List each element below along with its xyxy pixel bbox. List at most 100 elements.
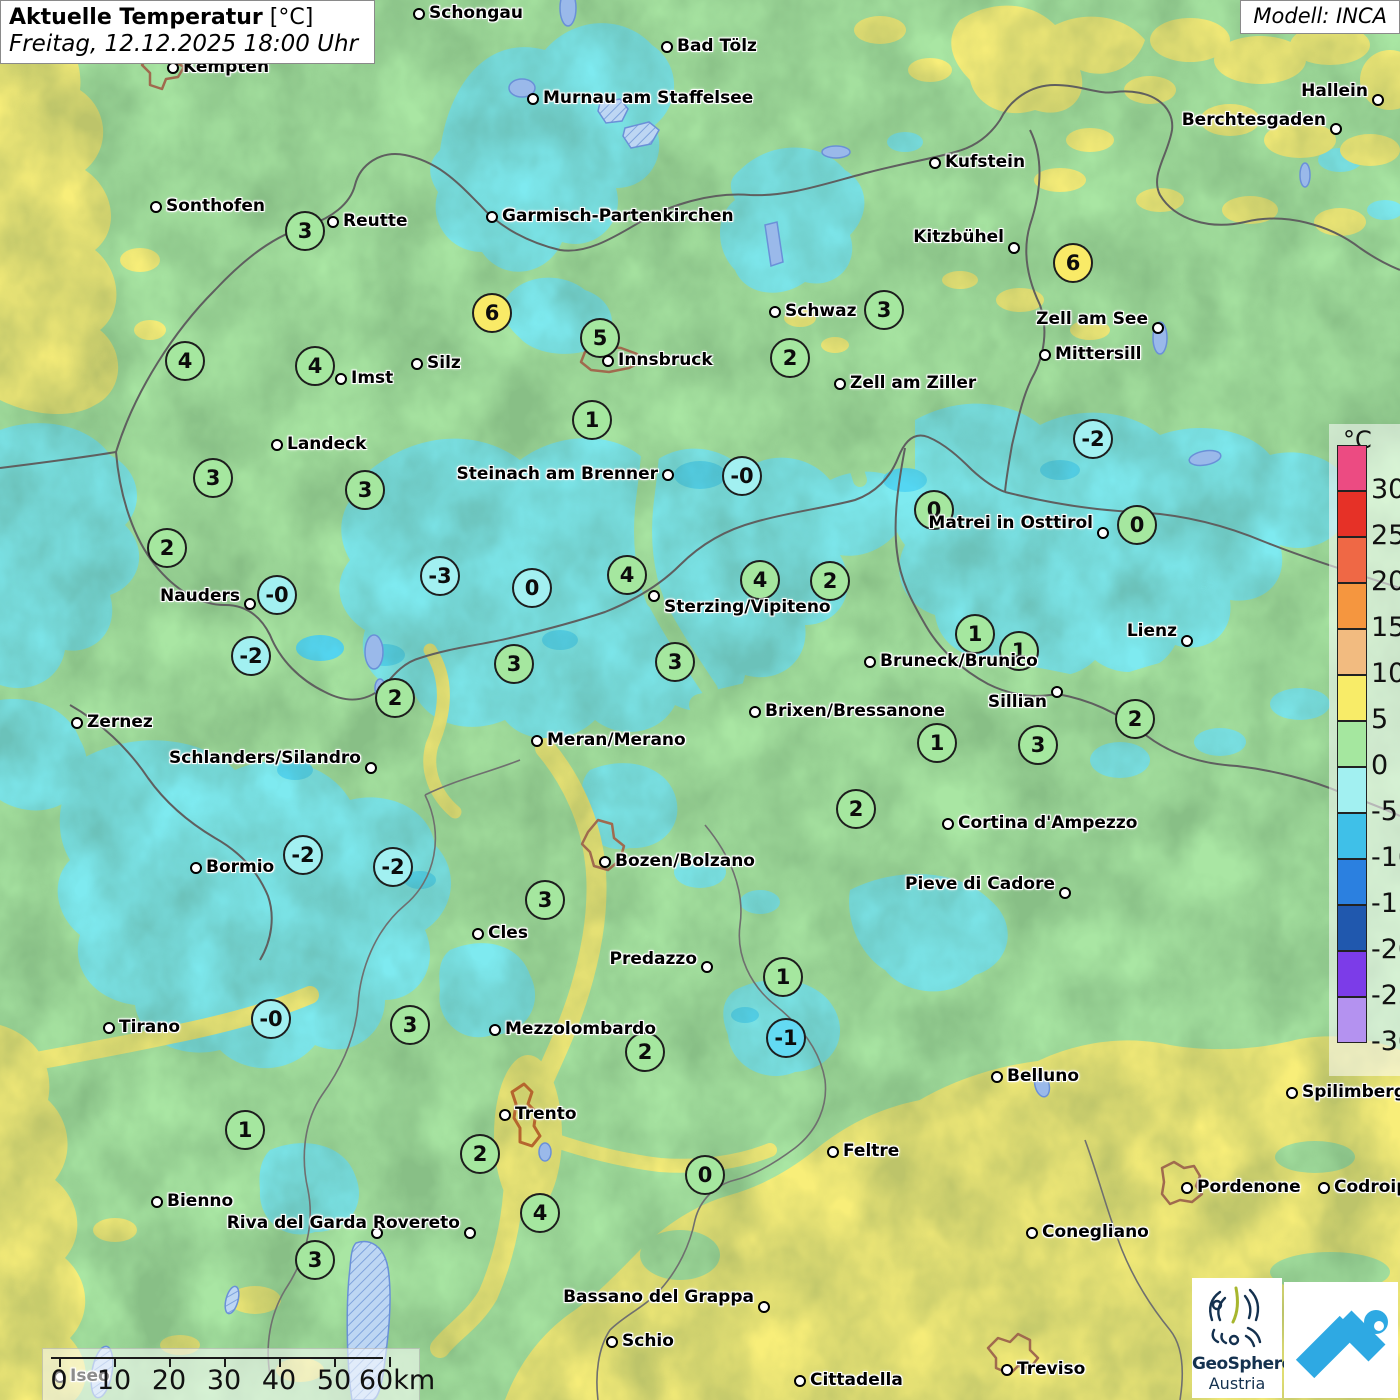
- legend-color-block: [1337, 537, 1367, 583]
- city-label: Spilimbergo: [1302, 1082, 1400, 1102]
- temp-station-circle: 3: [295, 1240, 335, 1280]
- city-marker-dot: [1372, 94, 1384, 106]
- model-label: Modell: INCA: [1253, 4, 1387, 28]
- city-marker-dot: [244, 598, 256, 610]
- legend-color-block: [1337, 951, 1367, 997]
- city-label: Zell am See: [1036, 309, 1148, 329]
- city-marker-dot: [271, 439, 283, 451]
- city-label: Zell am Ziller: [850, 373, 977, 393]
- page-title: Aktuelle Temperatur [°C]: [9, 5, 314, 30]
- temp-station-circle: 3: [285, 211, 325, 251]
- scale-tick: [279, 1357, 281, 1367]
- city-label: Pieve di Cadore: [905, 874, 1055, 894]
- city-label: Schlanders/Silandro: [169, 748, 361, 768]
- city-marker-dot: [489, 1024, 501, 1036]
- city-label: Steinach am Brenner: [456, 464, 659, 484]
- legend-tick-label: 30: [1371, 474, 1400, 505]
- city-marker-dot: [327, 216, 339, 228]
- city-label: Bruneck/Brunico: [880, 651, 1038, 671]
- scale-label: 40: [261, 1365, 297, 1396]
- temp-station-circle: 2: [147, 528, 187, 568]
- city-marker-dot: [103, 1022, 115, 1034]
- legend-color-block: [1337, 813, 1367, 859]
- temp-station-circle: 1: [917, 723, 957, 763]
- temp-station-circle: -0: [251, 999, 291, 1039]
- city-label: Pordenone: [1197, 1177, 1301, 1197]
- legend-color-block: [1337, 675, 1367, 721]
- city-marker-dot: [411, 358, 423, 370]
- geosphere-logo-icon: [1209, 1286, 1262, 1348]
- scale-bar: 0 10 20 30 40 50 60km: [42, 1348, 435, 1400]
- temp-station-circle: 1: [225, 1110, 265, 1150]
- city-marker-dot: [151, 1196, 163, 1208]
- city-label: Mezzolombardo: [505, 1019, 657, 1039]
- temp-station-circle: 4: [607, 555, 647, 595]
- city-label: Cles: [488, 923, 528, 943]
- city-label: Silz: [427, 353, 461, 373]
- city-label: Innsbruck: [618, 350, 713, 370]
- city-label: Garmisch-Partenkirchen: [502, 206, 734, 226]
- city-label: Zernez: [87, 712, 153, 732]
- temp-station-circle: 2: [836, 789, 876, 829]
- city-label: Feltre: [843, 1141, 900, 1161]
- mountain-logo: [1284, 1282, 1398, 1398]
- temp-station-circle: -2: [1073, 419, 1113, 459]
- city-label: Kitzbühel: [913, 227, 1004, 247]
- city-label: Tirano: [119, 1017, 181, 1037]
- city-label: Riva del Garda: [226, 1213, 367, 1233]
- city-label: Bienno: [167, 1191, 234, 1211]
- city-marker-dot: [1318, 1182, 1330, 1194]
- scale-label: 30: [206, 1365, 242, 1396]
- temp-station-circle: 2: [375, 678, 415, 718]
- temp-station-circle: 3: [494, 644, 534, 684]
- city-marker-dot: [1026, 1227, 1038, 1239]
- page-subtitle: Freitag, 12.12.2025 18:00 Uhr: [9, 31, 359, 57]
- city-marker-dot: [1330, 123, 1342, 135]
- city-label: Schongau: [429, 3, 523, 23]
- temp-station-circle: 1: [763, 957, 803, 997]
- city-marker-dot: [864, 656, 876, 668]
- legend-color-block: [1337, 721, 1367, 767]
- city-label: Treviso: [1017, 1359, 1086, 1379]
- temp-station-circle: 0: [1117, 505, 1157, 545]
- city-marker-dot: [486, 211, 498, 223]
- city-marker-dot: [335, 373, 347, 385]
- temp-station-circle: 3: [864, 290, 904, 330]
- city-marker-dot: [1286, 1087, 1298, 1099]
- geosphere-logo-line2: Austria: [1208, 1374, 1266, 1393]
- temp-station-circle: 0: [512, 568, 552, 608]
- legend-color-block: [1337, 905, 1367, 951]
- city-label: Brixen/Bressanone: [765, 701, 945, 721]
- legend-color-block: [1337, 767, 1367, 813]
- city-marker-dot: [602, 355, 614, 367]
- legend-tick-label: 0: [1371, 750, 1389, 781]
- city-marker-dot: [648, 590, 660, 602]
- legend-color-block: [1337, 859, 1367, 905]
- city-label: Schio: [622, 1331, 674, 1351]
- city-marker-dot: [1181, 1182, 1193, 1194]
- city-label: Trento: [515, 1104, 577, 1124]
- temp-station-circle: -1: [766, 1018, 806, 1058]
- city-label: Cittadella: [810, 1370, 903, 1390]
- city-marker-dot: [661, 41, 673, 53]
- legend-color-block: [1337, 997, 1367, 1043]
- city-marker-dot: [599, 856, 611, 868]
- scale-tick: [59, 1357, 61, 1367]
- temp-station-circle: 3: [525, 880, 565, 920]
- temp-station-circle: 2: [1115, 699, 1155, 739]
- city-label: Sillian: [987, 692, 1047, 712]
- city-marker-dot: [1059, 887, 1071, 899]
- temp-station-circle: 4: [165, 341, 205, 381]
- city-marker-dot: [71, 717, 83, 729]
- city-label: Reutte: [343, 211, 408, 231]
- city-label: Codroipo: [1334, 1177, 1400, 1197]
- temp-station-circle: 3: [655, 642, 695, 682]
- city-label: Schwaz: [785, 301, 857, 321]
- scale-tick: [224, 1357, 226, 1367]
- temp-station-circle: 5: [580, 318, 620, 358]
- scale-bar-line: [51, 1357, 383, 1359]
- temp-station-circle: 0: [914, 490, 954, 530]
